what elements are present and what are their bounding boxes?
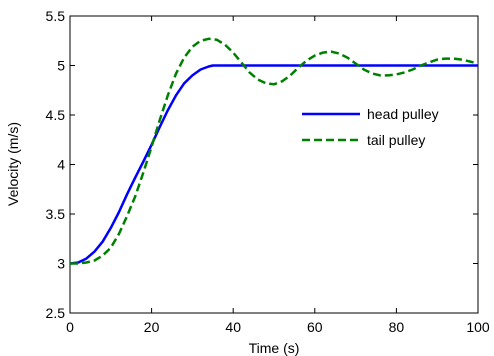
y-tick-label: 2.5 — [46, 305, 66, 321]
y-axis-label: Velocity (m/s) — [5, 122, 21, 206]
legend-label-head-pulley: head pulley — [367, 106, 439, 122]
x-tick-label: 40 — [225, 319, 241, 335]
y-tick-label: 5 — [57, 58, 65, 74]
axis-ticks: 0 20 40 60 80 100 2.5 3 3.5 4 4.5 5 5.5 — [46, 8, 490, 335]
series-line-tail-pulley — [70, 37, 478, 265]
x-tick-label: 60 — [307, 319, 323, 335]
y-tick-label: 3 — [57, 256, 65, 272]
series-lines — [70, 37, 478, 265]
legend-label-tail-pulley: tail pulley — [367, 132, 425, 148]
legend: head pulley tail pulley — [302, 106, 439, 148]
x-tick-label: 80 — [389, 319, 405, 335]
y-tick-label: 4.5 — [46, 107, 66, 123]
y-tick-label: 3.5 — [46, 206, 66, 222]
x-tick-label: 0 — [66, 319, 74, 335]
x-tick-label: 20 — [144, 319, 160, 335]
y-tick-label: 5.5 — [46, 8, 66, 24]
x-tick-label: 100 — [466, 319, 490, 335]
x-axis-label: Time (s) — [249, 340, 300, 356]
plot-area — [69, 15, 479, 314]
y-tick-label: 4 — [57, 157, 65, 173]
